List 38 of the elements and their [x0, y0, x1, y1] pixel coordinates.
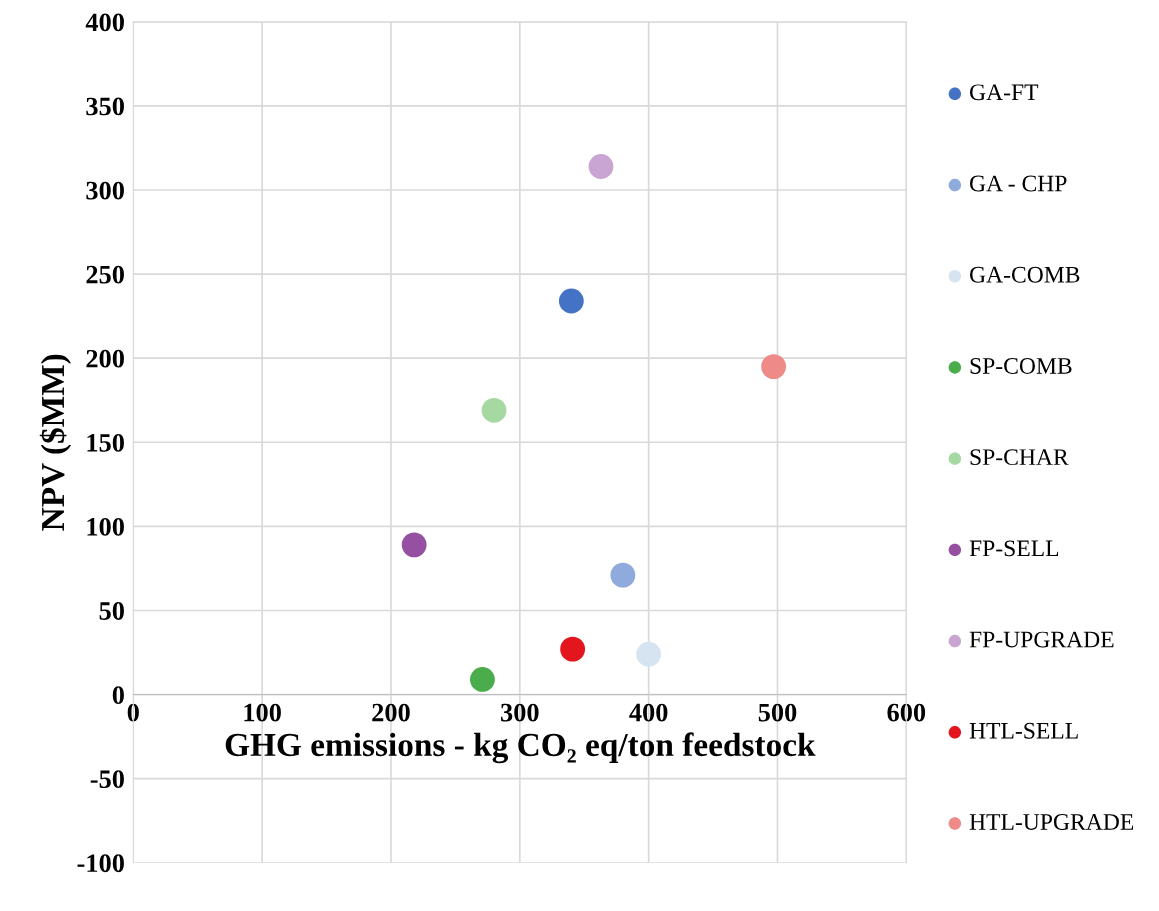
point: [560, 636, 586, 662]
point: [761, 354, 787, 380]
point: [588, 154, 614, 179]
x-tick-label: 600: [887, 703, 926, 722]
y-tick-label: 300: [86, 181, 124, 200]
legend-label: GA - CHP: [969, 175, 1067, 192]
point: [401, 532, 427, 558]
point: [610, 562, 636, 588]
x-axis-title: GHG emissions - kg CO₂ eq/ton feedstock: [225, 732, 816, 764]
y-tick-label: 250: [86, 265, 124, 284]
y-tick-label: 400: [85, 13, 124, 32]
point: [558, 288, 584, 314]
y-tick-label: 0: [112, 686, 124, 704]
x-tick-label: 500: [758, 703, 797, 722]
point: [481, 397, 507, 423]
y-tick-label: -100: [77, 854, 124, 873]
point: [636, 641, 662, 667]
legend-label: SP-CHAR: [970, 449, 1069, 466]
x-tick-label: 400: [629, 703, 668, 722]
legend-label: HTL-SELL: [969, 722, 1078, 739]
x-tick-label: 0: [127, 703, 139, 722]
y-tick-label: -50: [90, 770, 124, 789]
legend-label: SP-COMB: [970, 358, 1072, 374]
x-tick-label: 100: [244, 703, 281, 722]
point: [470, 666, 495, 692]
y-tick-label: 50: [99, 602, 124, 620]
y-tick-label: 150: [87, 433, 124, 452]
y-tick-label: 100: [87, 517, 124, 536]
x-tick-label: 300: [501, 703, 539, 722]
legend-label: FP-SELL: [969, 540, 1059, 557]
legend-label: GA-COMB: [969, 266, 1080, 283]
x-tick-label: 200: [372, 703, 410, 722]
y-axis-title: NPV ($MM): [39, 354, 72, 531]
legend-label: HTL-UPGRADE: [969, 814, 1134, 830]
y-tick-label: 350: [86, 97, 124, 116]
legend-label: GA-FT: [969, 84, 1039, 101]
legend-label: FP-UPGRADE: [969, 631, 1114, 648]
y-tick-label: 200: [86, 349, 124, 368]
